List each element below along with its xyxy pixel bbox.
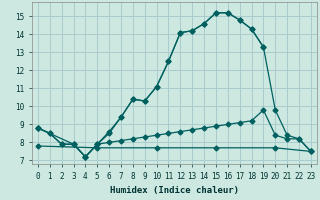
X-axis label: Humidex (Indice chaleur): Humidex (Indice chaleur) [110, 186, 239, 195]
